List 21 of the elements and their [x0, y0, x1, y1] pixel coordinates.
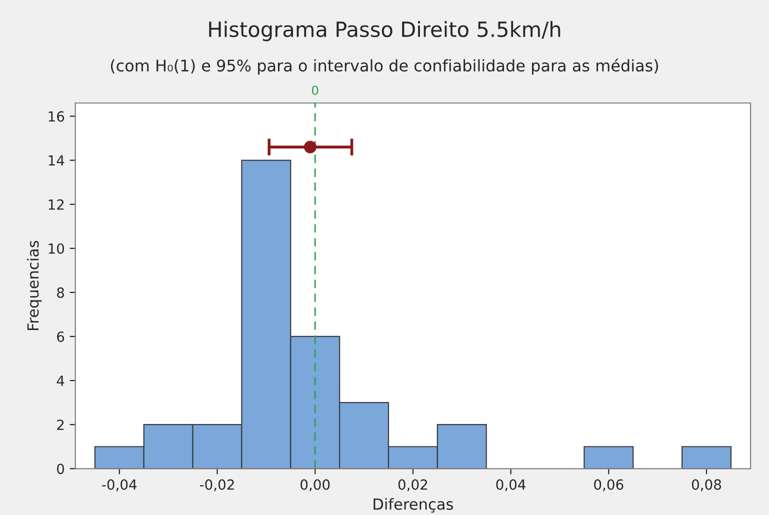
x-tick-label: -0,04 — [102, 479, 137, 492]
y-tick-label: 4 — [56, 376, 64, 386]
ref-line-label: 0 — [312, 86, 318, 96]
y-axis-title: Frequencias — [26, 240, 42, 330]
x-tick-label: 0,08 — [692, 479, 722, 492]
y-tick-label: 12 — [48, 199, 64, 210]
x-tick-label: 0,00 — [300, 479, 330, 492]
x-tick-label: -0,02 — [200, 479, 234, 492]
x-tick-label: 0,06 — [594, 479, 624, 492]
y-tick-label: 16 — [48, 111, 64, 122]
y-tick-label: 10 — [48, 243, 64, 254]
x-tick-label: 0,04 — [496, 479, 526, 492]
chart-subtitle: (com H₀(1) e 95% para o intervalo de confiabilidade para as médias) — [110, 58, 658, 75]
y-tick-label: 8 — [57, 287, 64, 298]
y-tick-label: 6 — [57, 331, 64, 342]
chart-title: Histograma Passo Direito 5.5km/h — [209, 21, 560, 42]
y-tick-label: 2 — [57, 420, 64, 430]
x-tick-label: 0,02 — [398, 479, 428, 492]
y-tick-label: 0 — [57, 464, 64, 474]
x-axis-title: Diferenças — [374, 498, 453, 513]
y-tick-label: 14 — [48, 155, 64, 166]
